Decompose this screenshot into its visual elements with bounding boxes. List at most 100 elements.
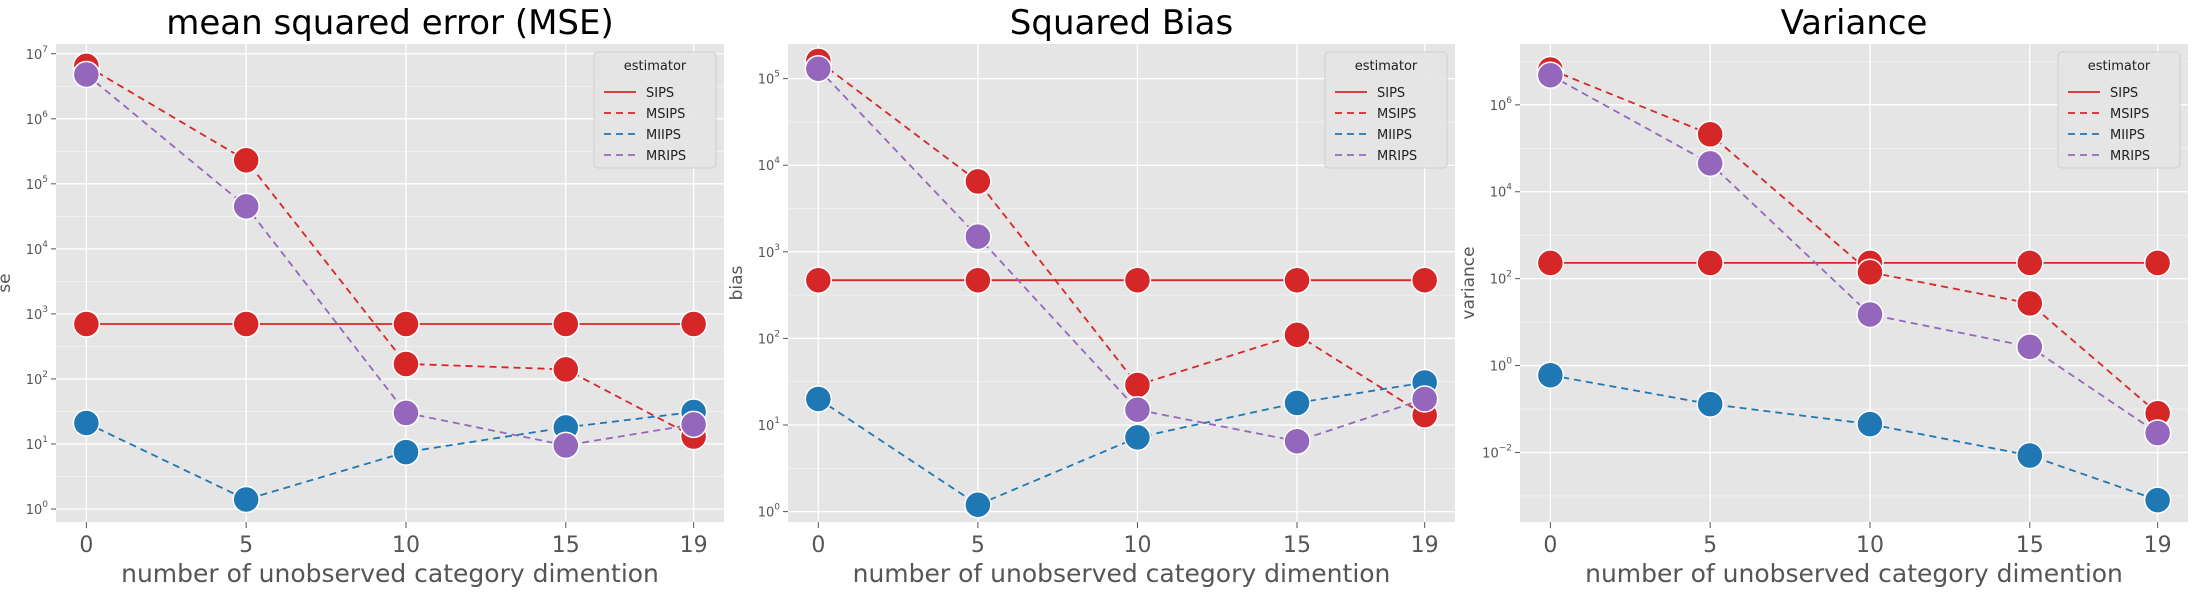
data-point-miips	[2143, 486, 2172, 514]
data-point-sips	[1696, 249, 1724, 277]
data-point-sips	[1283, 266, 1311, 294]
x-tick-label: 15	[2016, 533, 2044, 558]
series-group	[1536, 55, 2172, 514]
data-point-miips	[1536, 361, 1565, 389]
y-tick-label: 103	[26, 305, 48, 323]
x-tick-label: 5	[1703, 533, 1717, 558]
chart-panel-1: 100 101 102 103 104 105 106 107 0 5 10 15 19 mean squ…	[0, 3, 724, 588]
legend-label-miips: MIIPS	[1377, 128, 1412, 143]
x-tick-label: 19	[680, 533, 708, 558]
series-group	[72, 52, 708, 514]
legend-label-miips: MIIPS	[646, 128, 681, 143]
data-point-sips	[1123, 266, 1152, 294]
legend-box	[593, 51, 717, 169]
legend-label-sips: SIPS	[1377, 86, 1405, 101]
data-point-miips	[964, 491, 992, 519]
data-point-mrips	[2016, 333, 2044, 361]
y-tick-label: 102	[26, 370, 48, 388]
data-point-msips	[392, 350, 420, 378]
data-point-miips	[1123, 423, 1152, 452]
data-point-miips	[392, 438, 420, 466]
legend-title: estimator	[2088, 59, 2151, 74]
x-axis-label: number of unobserved category dimention	[853, 559, 1391, 588]
data-point-sips	[1536, 249, 1565, 277]
data-point-mrips	[804, 55, 833, 83]
data-point-msips	[964, 167, 992, 196]
data-point-msips	[1123, 371, 1152, 399]
data-point-miips	[72, 409, 101, 437]
data-point-sips	[2143, 249, 2172, 277]
data-point-miips	[804, 385, 833, 413]
chart-panel-3: 10−2 100 102 104 106 0 5 10 15 19 Variance number o…	[1459, 3, 2188, 588]
legend: estimator SIPS MSIPS MIIPS MRIPS	[593, 51, 717, 169]
x-axis-label: number of unobserved category dimention	[121, 559, 659, 588]
legend-label-msips: MSIPS	[2110, 107, 2149, 122]
x-tick-label: 0	[1543, 533, 1557, 558]
legend-box	[1324, 51, 1448, 169]
data-point-mrips	[2143, 419, 2172, 447]
y-tick-label: 104	[26, 240, 49, 258]
x-tick-label: 0	[811, 533, 825, 558]
data-point-mrips	[72, 60, 101, 89]
legend-label-mrips: MRIPS	[1377, 149, 1417, 164]
y-tick-label: 107	[26, 45, 48, 63]
x-tick-label: 10	[1123, 533, 1151, 558]
x-tick-label: 19	[1411, 533, 1439, 558]
data-point-sips	[72, 310, 101, 338]
legend-box	[2057, 51, 2181, 169]
y-tick-label: 100	[1490, 357, 1513, 375]
data-point-mrips	[552, 431, 580, 460]
y-tick-label: 104	[1490, 183, 1513, 201]
data-point-mrips	[1696, 149, 1724, 178]
y-tick-label: 100	[26, 500, 49, 518]
data-point-msips	[1696, 120, 1724, 149]
data-point-mrips	[679, 410, 708, 439]
y-tick-label: 105	[26, 175, 48, 193]
data-point-mrips	[232, 192, 260, 221]
x-tick-label: 19	[2144, 533, 2172, 558]
series-line-miips	[1550, 374, 2158, 501]
series-group	[804, 47, 1439, 519]
data-point-miips	[1696, 390, 1724, 418]
data-point-sips	[804, 266, 833, 294]
y-tick-label: 102	[758, 329, 780, 347]
y-tick-label: 104	[758, 156, 781, 174]
data-point-sips	[1410, 266, 1439, 294]
x-tick-label: 10	[1856, 533, 1884, 558]
x-tick-label: 5	[971, 533, 985, 558]
legend-title: estimator	[1355, 59, 1418, 74]
x-tick-label: 0	[79, 533, 93, 558]
data-point-msips	[1283, 321, 1311, 349]
data-point-msips	[552, 355, 580, 384]
y-tick-label: 106	[1490, 96, 1513, 114]
data-point-sips	[679, 310, 708, 338]
legend-label-sips: SIPS	[646, 86, 674, 101]
data-point-msips	[232, 146, 260, 175]
legend-label-sips: SIPS	[2110, 86, 2138, 101]
x-tick-label: 15	[1283, 533, 1311, 558]
y-tick-label: 100	[758, 503, 781, 521]
x-tick-label: 5	[239, 533, 253, 558]
series-line-msips	[1550, 68, 2159, 414]
data-point-mrips	[1283, 427, 1311, 455]
x-tick-label: 15	[552, 533, 580, 558]
data-point-miips	[1283, 389, 1311, 417]
data-point-msips	[2016, 289, 2044, 318]
chart-panel-2: 100 101 102 103 104 105 0 5 10 15 19 Squared Bias nu…	[727, 3, 1455, 588]
x-axis-label: number of unobserved category dimention	[1585, 559, 2123, 588]
data-point-mrips	[1410, 385, 1439, 413]
series-line-mrips	[817, 68, 1425, 443]
legend-label-msips: MSIPS	[1377, 107, 1416, 122]
data-point-mrips	[1536, 61, 1565, 89]
chart-title: mean squared error (MSE)	[166, 3, 614, 43]
y-tick-label: 105	[758, 70, 780, 88]
data-point-miips	[1856, 410, 1884, 438]
legend-label-msips: MSIPS	[646, 107, 685, 122]
data-point-sips	[2016, 249, 2044, 277]
y-tick-label: 103	[758, 243, 780, 261]
data-point-mrips	[392, 399, 420, 427]
legend-label-miips: MIIPS	[2110, 128, 2145, 143]
data-point-miips	[2016, 441, 2044, 470]
x-tick-label: 10	[392, 533, 420, 558]
data-point-sips	[964, 266, 992, 294]
